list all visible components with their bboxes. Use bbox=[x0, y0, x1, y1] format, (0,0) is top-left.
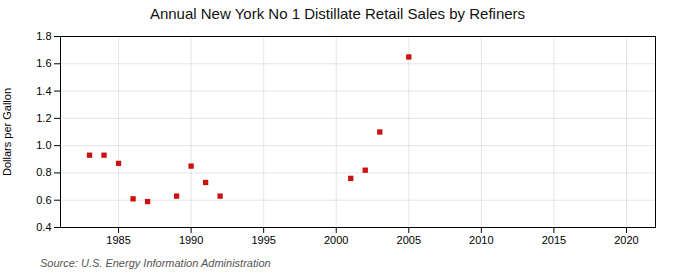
svg-text:1.0: 1.0 bbox=[36, 139, 51, 151]
svg-text:2000: 2000 bbox=[324, 234, 348, 246]
html-text:Annual New York No 1 Distillat: Annual New York No 1 Distillate Retail S… bbox=[149, 5, 526, 22]
svg-text:1.6: 1.6 bbox=[36, 57, 51, 69]
html-text:Source: U.S. Energy Informatio: Source: U.S. Energy Information Administ… bbox=[40, 257, 271, 269]
svg-text:2015: 2015 bbox=[542, 234, 566, 246]
svg-text:1.4: 1.4 bbox=[36, 85, 51, 97]
svg-text:2020: 2020 bbox=[614, 234, 638, 246]
svg-text:1.2: 1.2 bbox=[36, 112, 51, 124]
svg-text:1.8: 1.8 bbox=[36, 30, 51, 42]
svg-text:2010: 2010 bbox=[469, 234, 493, 246]
svg-text:0.4: 0.4 bbox=[36, 221, 51, 233]
svg-text:0.6: 0.6 bbox=[36, 194, 51, 206]
svg-text:1995: 1995 bbox=[251, 234, 275, 246]
svg-text:1985: 1985 bbox=[106, 234, 130, 246]
svg-text:2005: 2005 bbox=[397, 234, 421, 246]
svg-text:Dollars per Gallon: Dollars per Gallon bbox=[1, 88, 13, 176]
svg-text:0.8: 0.8 bbox=[36, 166, 51, 178]
svg-text:1990: 1990 bbox=[179, 234, 203, 246]
